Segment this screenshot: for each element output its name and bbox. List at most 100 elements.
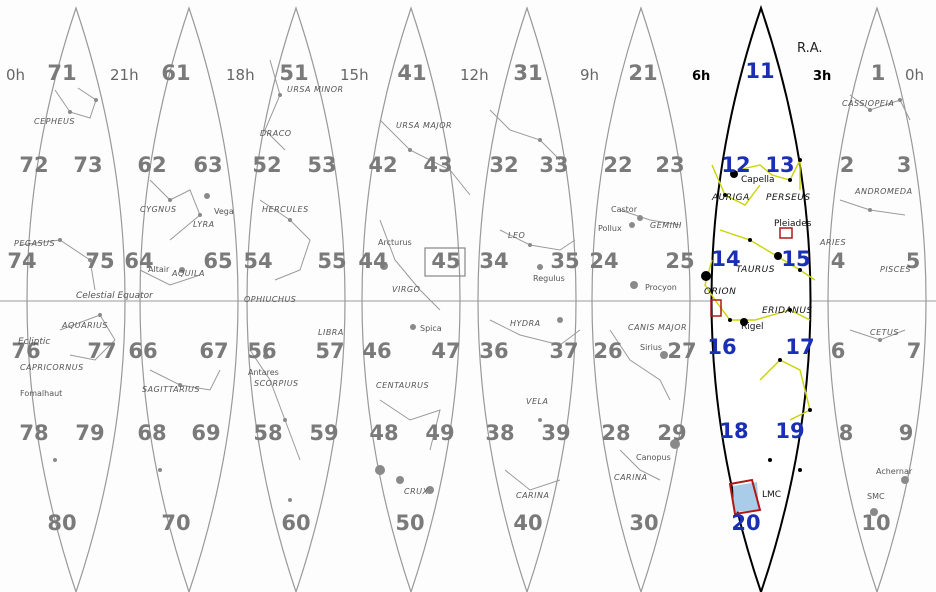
gore-num: 43 <box>423 153 452 177</box>
constellation-label: ARIES <box>819 238 846 247</box>
highlight-constellation-label: TAURUS <box>736 265 775 275</box>
constellation-label: AQUARIUS <box>61 321 108 330</box>
gore-num: 74 <box>7 249 36 273</box>
gore-num: 10 <box>861 511 890 535</box>
constellation-label: GEMINI <box>650 221 682 230</box>
gore-num: 75 <box>85 249 114 273</box>
gore-5 <box>477 6 577 592</box>
star-label: Fomalhaut <box>20 389 62 398</box>
star-label: Sirius <box>640 343 662 352</box>
gore-num: 22 <box>603 153 632 177</box>
constellation-label: CEPHEUS <box>34 117 75 126</box>
gore-num: 50 <box>395 511 424 535</box>
lmc-marker <box>728 478 762 516</box>
gore-num: 48 <box>369 421 398 445</box>
star-label: Arcturus <box>378 238 412 247</box>
gore-num: 21 <box>628 61 657 85</box>
highlight-num: 15 <box>781 247 810 271</box>
gore-num: 23 <box>655 153 684 177</box>
ra-header: R.A. <box>797 41 823 56</box>
star-label: Achernar <box>876 467 913 476</box>
constellation-label: DRACO <box>260 129 292 138</box>
gore-num: 76 <box>11 339 40 363</box>
gore-num: 66 <box>128 339 157 363</box>
gore-num: 36 <box>479 339 508 363</box>
constellation-label: CYGNUS <box>140 205 177 214</box>
star-label: Canopus <box>636 453 671 462</box>
star-label: Procyon <box>645 283 677 292</box>
lmc-patch <box>733 482 759 512</box>
constellation-label: CRUX <box>404 487 429 496</box>
constellation-label: URSA MAJOR <box>396 121 452 130</box>
gore-3 <box>246 6 346 592</box>
constellation-label: URSA MINOR <box>287 85 344 94</box>
gore-num: 27 <box>667 339 696 363</box>
gore-num: 51 <box>279 61 308 85</box>
gore-num: 61 <box>161 61 190 85</box>
gore-num: 69 <box>191 421 220 445</box>
highlight-num: 17 <box>785 335 814 359</box>
gore-num: 56 <box>247 339 276 363</box>
gore-num: 53 <box>307 153 336 177</box>
constellation-label: LEO <box>508 231 525 240</box>
constellation-label: HERCULES <box>262 205 309 214</box>
ecliptic-label: Ecliptic <box>18 337 50 347</box>
gore-num: 38 <box>485 421 514 445</box>
gore-num: 57 <box>315 339 344 363</box>
ra-tick-21h: 21h <box>110 66 139 84</box>
constellation-label: PEGASUS <box>14 239 55 248</box>
constellation-label: LIBRA <box>318 328 344 337</box>
constellation-label: AQUILA <box>171 269 205 278</box>
gore-num: 31 <box>513 61 542 85</box>
gore-num: 77 <box>87 339 116 363</box>
gore-6 <box>591 6 691 592</box>
gore-num: 67 <box>199 339 228 363</box>
highlight-num: 12 <box>721 153 750 177</box>
gore-num: 64 <box>124 249 153 273</box>
highlight-constellation-label: PERSEUS <box>766 193 811 203</box>
constellation-label: CASSIOPEIA <box>842 99 894 108</box>
star-label: Vega <box>214 207 234 216</box>
gore-num: 37 <box>549 339 578 363</box>
ra-tick-6h: 6h <box>692 69 710 84</box>
gore-1 <box>26 6 126 592</box>
gore-num: 71 <box>47 61 76 85</box>
gore-num: 41 <box>397 61 426 85</box>
gore-num: 9 <box>899 421 914 445</box>
star-label: Regulus <box>533 274 565 283</box>
ra-tick-0h-left: 0h <box>6 66 25 84</box>
highlight-star-label: LMC <box>762 490 781 500</box>
constellation-label: SCORPIUS <box>254 379 299 388</box>
constellation-label: CENTAURUS <box>376 381 429 390</box>
gore-num: 49 <box>425 421 454 445</box>
highlight-constellation-label: ORION <box>704 287 736 297</box>
gore-num: 78 <box>19 421 48 445</box>
constellation-label: CARINA <box>516 491 549 500</box>
gore-highlighted <box>710 4 812 592</box>
gore-num: 44 <box>358 249 387 273</box>
ra-tick-18h: 18h <box>226 66 255 84</box>
highlight-num: 18 <box>719 419 748 443</box>
gore-num: 33 <box>539 153 568 177</box>
gore-2 <box>139 6 239 592</box>
gore-num: 8 <box>839 421 854 445</box>
gore-num: 58 <box>253 421 282 445</box>
virgo-box <box>424 247 466 277</box>
gore-num: 47 <box>431 339 460 363</box>
highlight-constellation-label: AURIGA <box>711 193 750 203</box>
stars-highlight <box>701 158 812 472</box>
gore-8 <box>827 6 927 592</box>
constellation-label: CAPRICORNUS <box>20 363 84 372</box>
gore-num: 30 <box>629 511 658 535</box>
gore-num: 70 <box>161 511 190 535</box>
constellation-label: OPHIUCHUS <box>244 295 296 304</box>
constellation-label: VELA <box>526 397 548 406</box>
gore-num: 35 <box>550 249 579 273</box>
gore-num: 63 <box>193 153 222 177</box>
gore-num: 28 <box>601 421 630 445</box>
gore-num: 46 <box>362 339 391 363</box>
constellation-label: SAGITTARIUS <box>142 385 200 394</box>
gore-4 <box>361 6 461 592</box>
ra-tick-12h: 12h <box>460 66 489 84</box>
